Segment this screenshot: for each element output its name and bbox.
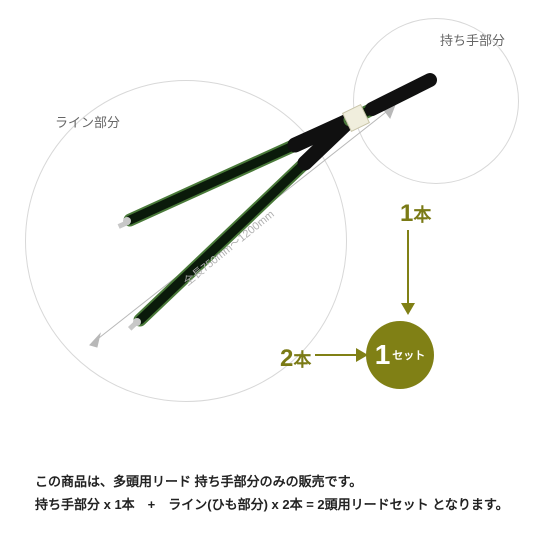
description-block: この商品は、多頭用リード 持ち手部分のみの販売です。 持ち手部分 x 1本 + … <box>35 470 509 517</box>
set-badge: 1 セット <box>366 321 434 389</box>
count-one: 1本 <box>400 200 431 228</box>
arrow-vertical <box>407 230 409 305</box>
description-line1: この商品は、多頭用リード 持ち手部分のみの販売です。 <box>35 470 509 493</box>
count-one-num: 1 <box>400 200 413 227</box>
count-two-unit: 本 <box>293 350 311 370</box>
count-two: 2本 <box>280 345 311 373</box>
leash-diagram <box>0 0 550 550</box>
count-one-unit: 本 <box>413 205 431 225</box>
set-badge-unit: セット <box>392 347 425 363</box>
description-line2: 持ち手部分 x 1本 + ライン(ひも部分) x 2本 = 2頭用リードセット … <box>35 493 509 516</box>
count-two-num: 2 <box>280 345 293 372</box>
arrow-vertical-head <box>401 303 415 315</box>
set-badge-num: 1 <box>375 341 391 369</box>
arrow-horizontal <box>315 354 358 356</box>
